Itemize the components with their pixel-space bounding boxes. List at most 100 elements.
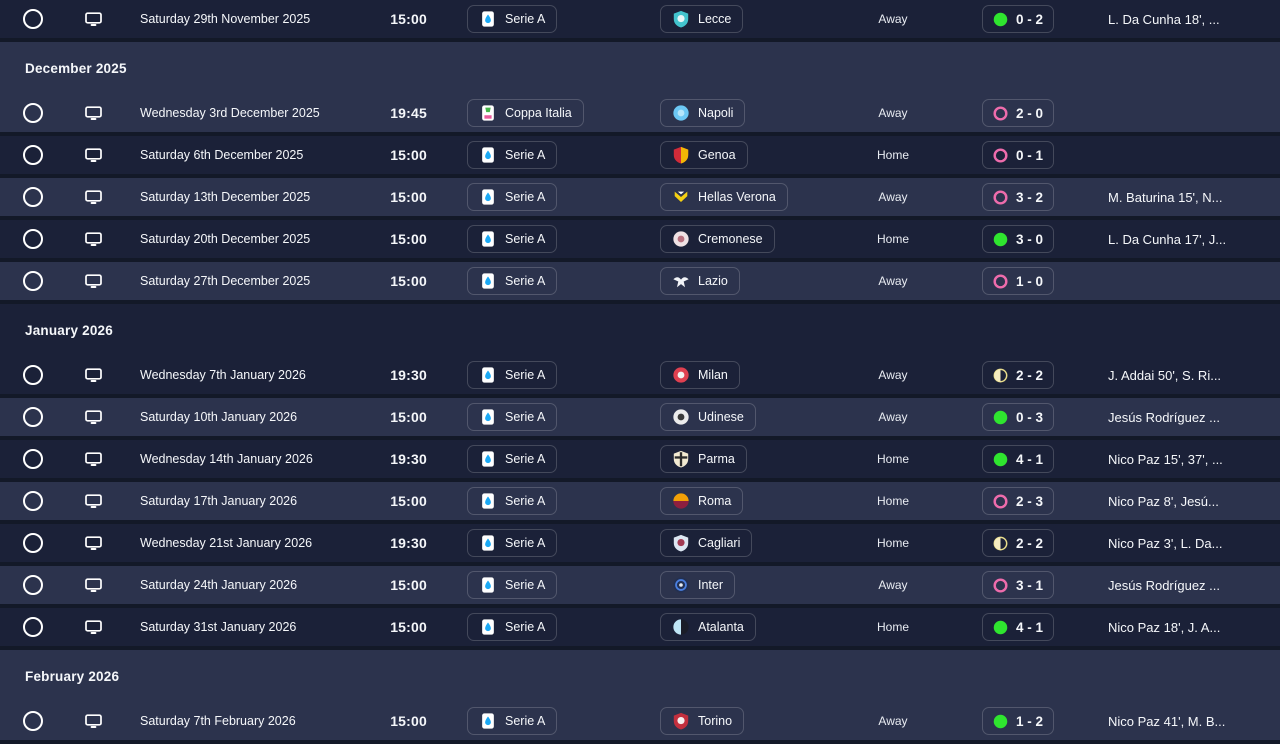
opponent-pill[interactable]: Hellas Verona	[660, 183, 788, 211]
match-status-circle-icon[interactable]	[23, 365, 43, 385]
time-cell: 15:00	[367, 713, 427, 729]
opponent-pill[interactable]: Atalanta	[660, 613, 756, 641]
match-status-circle-icon[interactable]	[23, 491, 43, 511]
match-status-circle-icon[interactable]	[23, 271, 43, 291]
fixture-time: 19:30	[390, 451, 427, 467]
result-pill[interactable]: 2 - 2	[981, 361, 1054, 389]
tv-icon[interactable]	[84, 577, 102, 593]
tv-icon[interactable]	[84, 367, 102, 383]
fixture-time: 15:00	[390, 713, 427, 729]
competition-pill[interactable]: Serie A	[467, 613, 558, 641]
tv-icon[interactable]	[84, 409, 102, 425]
match-status-circle-icon[interactable]	[23, 9, 43, 29]
opponent-cell: Napoli	[660, 99, 870, 127]
opponent-pill[interactable]: Lecce	[660, 5, 744, 33]
result-pill[interactable]: 0 - 2	[981, 5, 1054, 33]
match-status-circle-icon[interactable]	[23, 187, 43, 207]
fixture-date: Wednesday 3rd December 2025	[140, 106, 320, 120]
fixture-row[interactable]: Saturday 31st January 2026 15:00 Serie A…	[0, 608, 1280, 646]
opponent-pill[interactable]: Cremonese	[660, 225, 775, 253]
result-pill[interactable]: 2 - 3	[981, 487, 1054, 515]
match-status-circle-icon[interactable]	[23, 449, 43, 469]
fixture-row[interactable]: Saturday 24th January 2026 15:00 Serie A…	[0, 566, 1280, 604]
tv-icon[interactable]	[84, 273, 102, 289]
tv-icon[interactable]	[84, 147, 102, 163]
opponent-pill[interactable]: Parma	[660, 445, 747, 473]
tv-icon[interactable]	[84, 619, 102, 635]
opponent-pill[interactable]: Roma	[660, 487, 744, 515]
tv-icon[interactable]	[84, 189, 102, 205]
scorers-text: Jesús Rodríguez ...	[1108, 577, 1220, 593]
tv-icon[interactable]	[84, 451, 102, 467]
fixture-row[interactable]: Saturday 6th December 2025 15:00 Serie A…	[0, 136, 1280, 174]
tv-icon[interactable]	[84, 231, 102, 247]
fixture-row[interactable]: Wednesday 7th January 2026 19:30 Serie A…	[0, 356, 1280, 394]
time-cell: 15:00	[367, 231, 427, 247]
venue-label: Home	[876, 536, 909, 550]
result-pill[interactable]: 2 - 0	[981, 99, 1054, 127]
tv-icon[interactable]	[84, 535, 102, 551]
fixture-row[interactable]: Saturday 20th December 2025 15:00 Serie …	[0, 220, 1280, 258]
match-status-circle-icon[interactable]	[23, 575, 43, 595]
result-pill[interactable]: 0 - 3	[981, 403, 1054, 431]
match-status-circle-icon[interactable]	[23, 145, 43, 165]
tv-icon[interactable]	[84, 11, 102, 27]
result-pill[interactable]: 1 - 0	[981, 267, 1054, 295]
match-status-circle-icon[interactable]	[23, 229, 43, 249]
fixture-row[interactable]: Saturday 17th January 2026 15:00 Serie A…	[0, 482, 1280, 520]
opponent-pill[interactable]: Napoli	[660, 99, 746, 127]
opponent-pill[interactable]: Milan	[660, 361, 740, 389]
match-status-circle-icon[interactable]	[23, 711, 43, 731]
fixture-row[interactable]: Saturday 29th November 2025 15:00 Serie …	[0, 0, 1280, 38]
competition-pill[interactable]: Serie A	[467, 529, 558, 557]
fixture-row[interactable]: Saturday 27th December 2025 15:00 Serie …	[0, 262, 1280, 300]
result-pill[interactable]: 3 - 2	[981, 183, 1054, 211]
competition-pill[interactable]: Serie A	[467, 445, 558, 473]
competition-pill[interactable]: Coppa Italia	[467, 99, 584, 127]
fixture-row[interactable]: Wednesday 3rd December 2025 19:45 Coppa …	[0, 94, 1280, 132]
competition-pill[interactable]: Serie A	[467, 267, 558, 295]
competition-pill[interactable]: Serie A	[467, 361, 558, 389]
match-status-circle-icon[interactable]	[23, 407, 43, 427]
result-cell: 3 - 0	[952, 225, 1084, 253]
fixture-row[interactable]: Saturday 13th December 2025 15:00 Serie …	[0, 178, 1280, 216]
result-pill[interactable]: 2 - 2	[981, 529, 1054, 557]
result-cell: 0 - 2	[952, 5, 1084, 33]
opponent-cell: Inter	[660, 571, 870, 599]
competition-pill[interactable]: Serie A	[467, 5, 558, 33]
competition-pill[interactable]: Serie A	[467, 141, 558, 169]
competition-pill[interactable]: Serie A	[467, 487, 558, 515]
competition-pill[interactable]: Serie A	[467, 183, 558, 211]
fixture-row[interactable]: Wednesday 21st January 2026 19:30 Serie …	[0, 524, 1280, 562]
fixture-row[interactable]: Saturday 7th February 2026 15:00 Serie A…	[0, 702, 1280, 740]
result-pill[interactable]: 3 - 0	[981, 225, 1054, 253]
tv-icon[interactable]	[84, 105, 102, 121]
fixture-row[interactable]: Saturday 10th January 2026 15:00 Serie A…	[0, 398, 1280, 436]
opponent-pill[interactable]: Genoa	[660, 141, 748, 169]
result-pill[interactable]: 3 - 1	[981, 571, 1054, 599]
opponent-pill[interactable]: Cagliari	[660, 529, 753, 557]
scorers-text: M. Baturina 15', N...	[1108, 189, 1223, 205]
tv-icon[interactable]	[84, 493, 102, 509]
opponent-pill[interactable]: Inter	[660, 571, 736, 599]
tv-icon[interactable]	[84, 713, 102, 729]
result-pill[interactable]: 4 - 1	[981, 613, 1054, 641]
result-pill[interactable]: 1 - 2	[981, 707, 1054, 735]
match-status-circle-icon[interactable]	[23, 617, 43, 637]
match-status-circle-icon[interactable]	[23, 533, 43, 553]
opponent-name: Hellas Verona	[698, 190, 776, 204]
opponent-pill[interactable]: Lazio	[660, 267, 740, 295]
competition-pill[interactable]: Serie A	[467, 403, 558, 431]
match-status-circle-icon[interactable]	[23, 103, 43, 123]
result-pill[interactable]: 0 - 1	[981, 141, 1054, 169]
score-text: 2 - 0	[1015, 105, 1043, 121]
fixture-band: Saturday 10th January 2026 15:00 Serie A…	[0, 398, 1280, 436]
opponent-pill[interactable]: Udinese	[660, 403, 756, 431]
competition-pill[interactable]: Serie A	[467, 707, 558, 735]
competition-pill[interactable]: Serie A	[467, 571, 558, 599]
opponent-pill[interactable]: Torino	[660, 707, 745, 735]
competition-cell: Serie A	[467, 5, 660, 33]
fixture-row[interactable]: Wednesday 14th January 2026 19:30 Serie …	[0, 440, 1280, 478]
competition-pill[interactable]: Serie A	[467, 225, 558, 253]
result-pill[interactable]: 4 - 1	[981, 445, 1054, 473]
